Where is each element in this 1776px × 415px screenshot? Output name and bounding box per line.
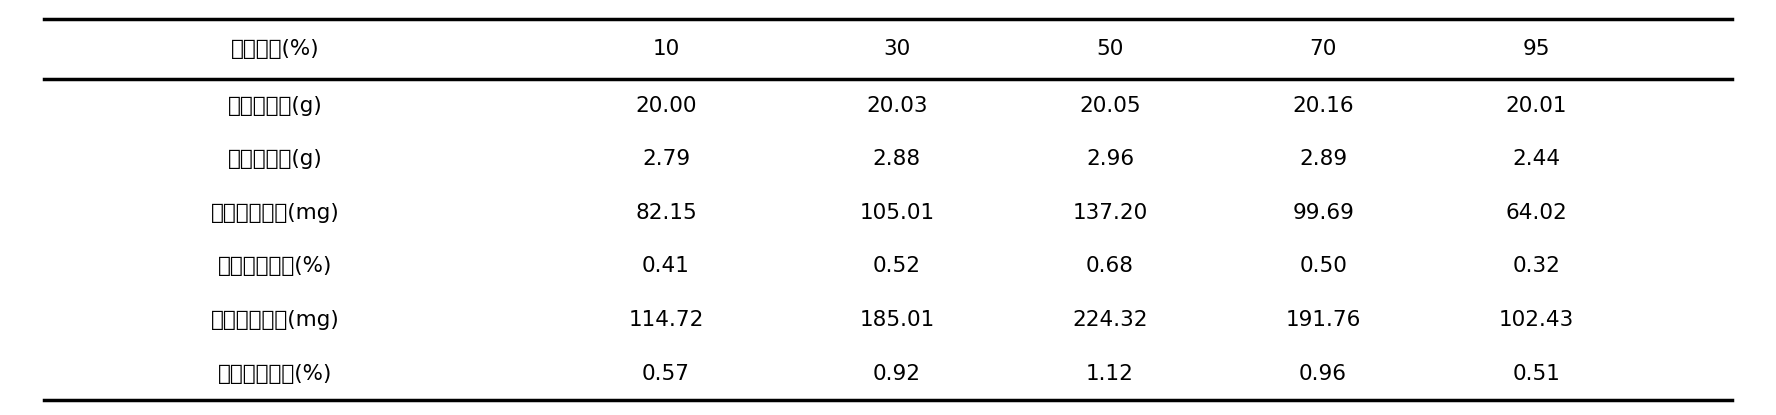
Text: 224.32: 224.32 [1073,310,1147,330]
Text: 2.88: 2.88 [872,149,922,169]
Text: 0.68: 0.68 [1085,256,1135,276]
Text: 黄酮碳苷含量(mg): 黄酮碳苷含量(mg) [211,310,339,330]
Text: 0.57: 0.57 [641,364,691,384]
Text: 191.76: 191.76 [1286,310,1360,330]
Text: 0.32: 0.32 [1513,256,1559,276]
Text: 20.01: 20.01 [1506,95,1566,116]
Text: 114.72: 114.72 [629,310,703,330]
Text: 10: 10 [652,39,680,59]
Text: 黄酮碳苷得率(%): 黄酮碳苷得率(%) [218,364,332,384]
Text: 0.41: 0.41 [643,256,689,276]
Text: 1.12: 1.12 [1087,364,1133,384]
Text: 95: 95 [1522,39,1550,59]
Text: 溶剂浓度(%): 溶剂浓度(%) [231,39,320,59]
Text: 2.96: 2.96 [1085,149,1135,169]
Text: 2.89: 2.89 [1298,149,1348,169]
Text: 0.51: 0.51 [1513,364,1559,384]
Text: 0.92: 0.92 [872,364,922,384]
Text: 185.01: 185.01 [860,310,934,330]
Text: 0.50: 0.50 [1300,256,1346,276]
Text: 0.96: 0.96 [1298,364,1348,384]
Text: 2.44: 2.44 [1511,149,1561,169]
Text: 105.01: 105.01 [860,203,934,223]
Text: 137.20: 137.20 [1073,203,1147,223]
Text: 102.43: 102.43 [1499,310,1574,330]
Text: 苯乙醇苷得率(%): 苯乙醇苷得率(%) [218,256,332,276]
Text: 2.79: 2.79 [641,149,691,169]
Text: 70: 70 [1309,39,1337,59]
Text: 82.15: 82.15 [636,203,696,223]
Text: 原药材质量(g): 原药材质量(g) [227,95,323,116]
Text: 64.02: 64.02 [1506,203,1566,223]
Text: 苯乙醇苷含量(mg): 苯乙醇苷含量(mg) [211,203,339,223]
Text: 0.52: 0.52 [872,256,922,276]
Text: 20.00: 20.00 [636,95,696,116]
Text: 99.69: 99.69 [1293,203,1353,223]
Text: 20.05: 20.05 [1080,95,1140,116]
Text: 20.16: 20.16 [1293,95,1353,116]
Text: 提取物质量(g): 提取物质量(g) [227,149,323,169]
Text: 20.03: 20.03 [867,95,927,116]
Text: 30: 30 [883,39,911,59]
Text: 50: 50 [1096,39,1124,59]
